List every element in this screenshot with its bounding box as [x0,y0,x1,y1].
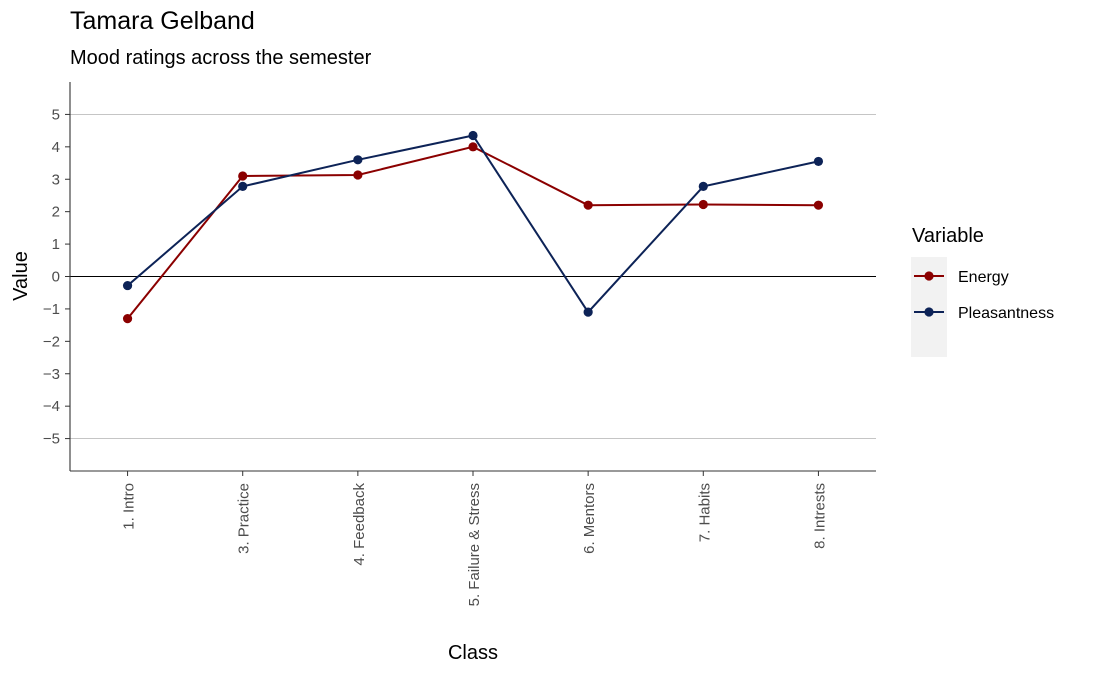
y-tick-label: 3 [52,171,60,188]
y-tick-label: 2 [52,204,60,221]
legend: Variable Energy Pleasantness [911,225,1054,357]
legend-label: Pleasantness [958,305,1054,322]
data-point [698,199,708,210]
y-tick-label: 1 [52,236,60,253]
x-tick-label: 4. Feedback [351,483,368,566]
legend-key-point [924,307,934,317]
data-point [583,307,593,317]
data-point [122,314,133,324]
x-tick-label: 6. Mentors [581,483,598,554]
y-axis-title: Value [10,251,32,301]
reference-lines [70,113,876,440]
data-point [238,181,248,191]
series-lines [126,134,819,320]
y-tick-label: 4 [52,139,60,156]
series-line [126,134,819,314]
x-axis-title: Class [448,642,498,664]
data-point [353,170,363,180]
x-tick-label: 7. Habits [696,483,713,542]
legend-label: Energy [958,269,1009,286]
series-points [122,130,824,324]
data-point [468,142,478,152]
data-point [813,156,824,167]
x-axis-ticks: 1. Intro 3. Practice 4. Feedback 5. Failure… [121,471,828,606]
legend-title: Variable [912,225,984,247]
x-tick-label: 3. Practice [236,483,253,554]
data-point [698,181,708,191]
y-tick-label: −5 [43,431,60,448]
legend-items: Energy Pleasantness [914,269,1054,322]
y-tick-label: −3 [43,366,60,383]
data-point [468,130,478,141]
data-point [122,280,133,291]
x-tick-label: 5. Failure & Stress [466,483,483,606]
y-tick-label: 5 [52,106,60,123]
data-point [238,171,248,181]
x-tick-label: 8. Intrests [811,483,828,549]
chart-subtitle: Mood ratings across the semester [70,47,372,69]
y-tick-label: −4 [43,398,60,415]
legend-key-point [924,271,934,281]
x-tick-label: 1. Intro [121,483,138,530]
series-line [126,145,819,320]
data-point [813,200,824,210]
y-tick-label: 0 [52,269,60,286]
data-point [583,200,593,210]
y-tick-label: −1 [43,301,60,318]
data-point [353,155,363,165]
chart-title: Tamara Gelband [70,7,255,35]
y-axis-ticks: −5 −4 −3 −2 −1 0 1 2 3 4 5 [43,106,70,448]
y-tick-label: −2 [43,333,60,350]
